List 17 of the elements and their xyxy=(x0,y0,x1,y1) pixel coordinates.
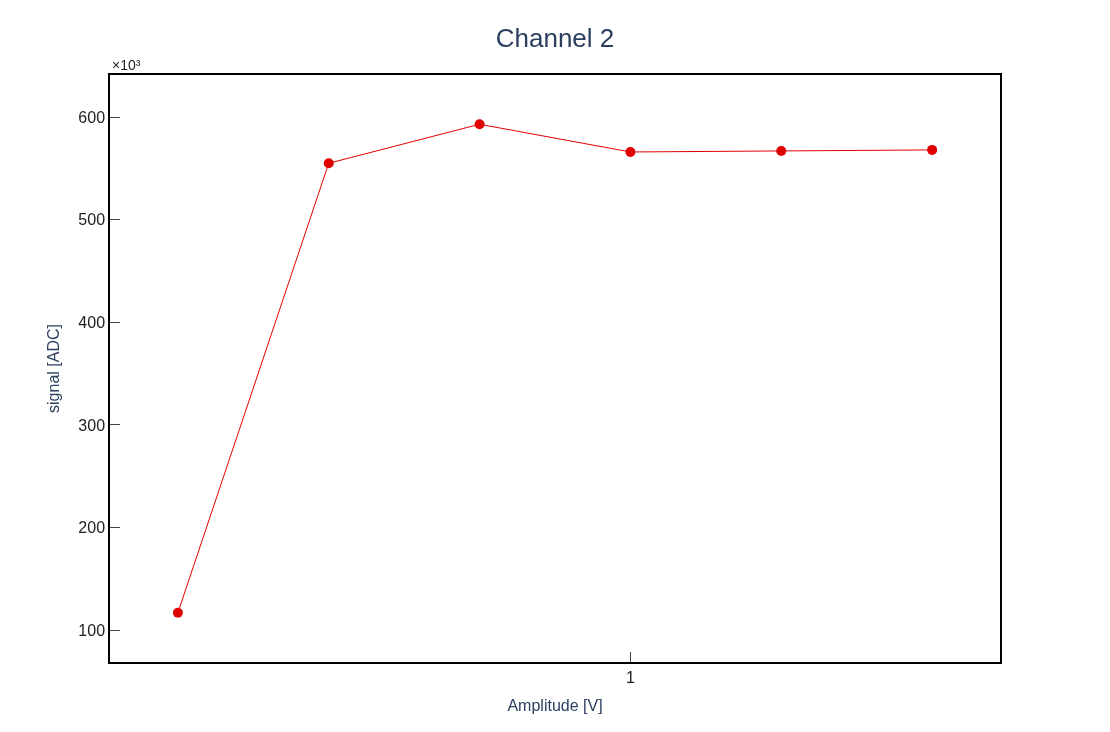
point xyxy=(776,145,787,156)
y-tick-label: 100 xyxy=(78,621,106,639)
point xyxy=(625,146,636,157)
y-axis-title: signal [ADC] xyxy=(44,324,62,413)
y-tick-label: 400 xyxy=(78,313,106,331)
point xyxy=(323,158,334,169)
text: ×10³ xyxy=(112,57,141,73)
y-tick-label: 200 xyxy=(78,519,106,537)
point xyxy=(474,119,485,130)
point xyxy=(927,144,938,155)
x-axis-title: Amplitude [V] xyxy=(507,697,603,715)
y-tick-label: 500 xyxy=(78,211,106,229)
y-tick-label: 600 xyxy=(78,108,106,126)
chart-title: Channel 2 xyxy=(495,23,615,54)
point xyxy=(172,607,183,618)
y-tick-label: 300 xyxy=(78,416,106,434)
x-tick-label: 1 xyxy=(625,668,635,686)
